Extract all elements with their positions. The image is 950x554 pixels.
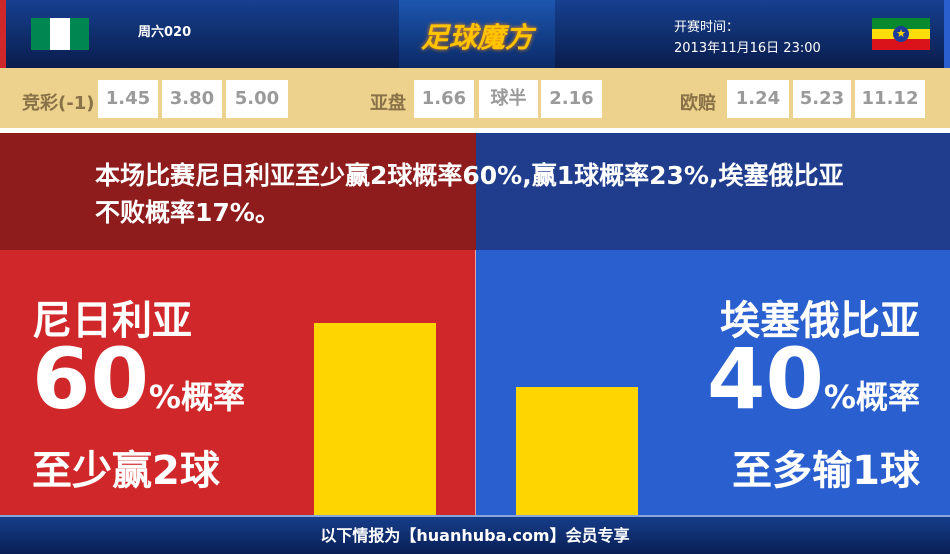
odds-value: 球半 (479, 80, 538, 118)
away-team: 埃塞俄比亚 (720, 298, 920, 344)
summary-panel: 本场比赛尼日利亚至少赢2球概率60%,赢1球概率23%,埃塞俄比亚不败概率17%… (0, 133, 950, 250)
away-percent-suffix: %概率 (823, 378, 920, 416)
odds-value: 5.00 (226, 80, 288, 118)
star-icon: ★ (893, 26, 909, 42)
match-label: 周六020 (138, 25, 192, 40)
header: 周六020 足球魔方 开赛时间： 2013年11月16日 23:00 ★ (0, 0, 950, 68)
away-desc: 至多输1球 (732, 448, 920, 494)
home-panel: 尼日利亚 60%概率 至少赢2球 (0, 250, 476, 515)
logo: 足球魔方 (420, 21, 533, 54)
home-team: 尼日利亚 (32, 298, 192, 344)
away-percent-value: 40 (707, 330, 824, 428)
odds-value: 3.80 (162, 80, 222, 118)
logo-panel: 足球魔方 (399, 0, 555, 68)
away-probability-bar (516, 387, 638, 515)
odds-value: 11.12 (855, 80, 925, 118)
time-label: 开赛时间： (674, 20, 740, 35)
odds-value: 1.66 (414, 80, 474, 118)
nigeria-flag (31, 18, 89, 50)
odds-value: 1.24 (727, 80, 789, 118)
oupei-label: 欧赔 (680, 93, 716, 114)
footer-banner[interactable]: 以下情报为【huanhuba.com】会员专享 (0, 515, 950, 554)
kickoff-time: 2013年11月16日 23:00 (674, 41, 821, 56)
ethiopia-flag: ★ (872, 18, 930, 51)
odds-value: 2.16 (541, 80, 602, 118)
odds-bar: 竞彩(-1) 1.45 3.80 5.00 亚盘 1.66 球半 2.16 欧赔… (0, 68, 950, 128)
summary-text: 本场比赛尼日利亚至少赢2球概率60%,赢1球概率23%,埃塞俄比亚不败概率17%… (95, 161, 844, 227)
home-percent-value: 60 (32, 330, 149, 428)
away-panel: 埃塞俄比亚 40%概率 至多输1球 (476, 250, 950, 515)
yapan-label: 亚盘 (370, 93, 406, 114)
home-probability-bar (314, 323, 436, 515)
jingcai-label: 竞彩(-1) (22, 93, 95, 114)
away-percent: 40%概率 (707, 330, 920, 428)
home-percent: 60%概率 (32, 330, 245, 428)
home-desc: 至少赢2球 (32, 448, 220, 494)
odds-value: 5.23 (793, 80, 851, 118)
divider (0, 128, 950, 133)
odds-value: 1.45 (98, 80, 158, 118)
home-percent-suffix: %概率 (148, 378, 245, 416)
